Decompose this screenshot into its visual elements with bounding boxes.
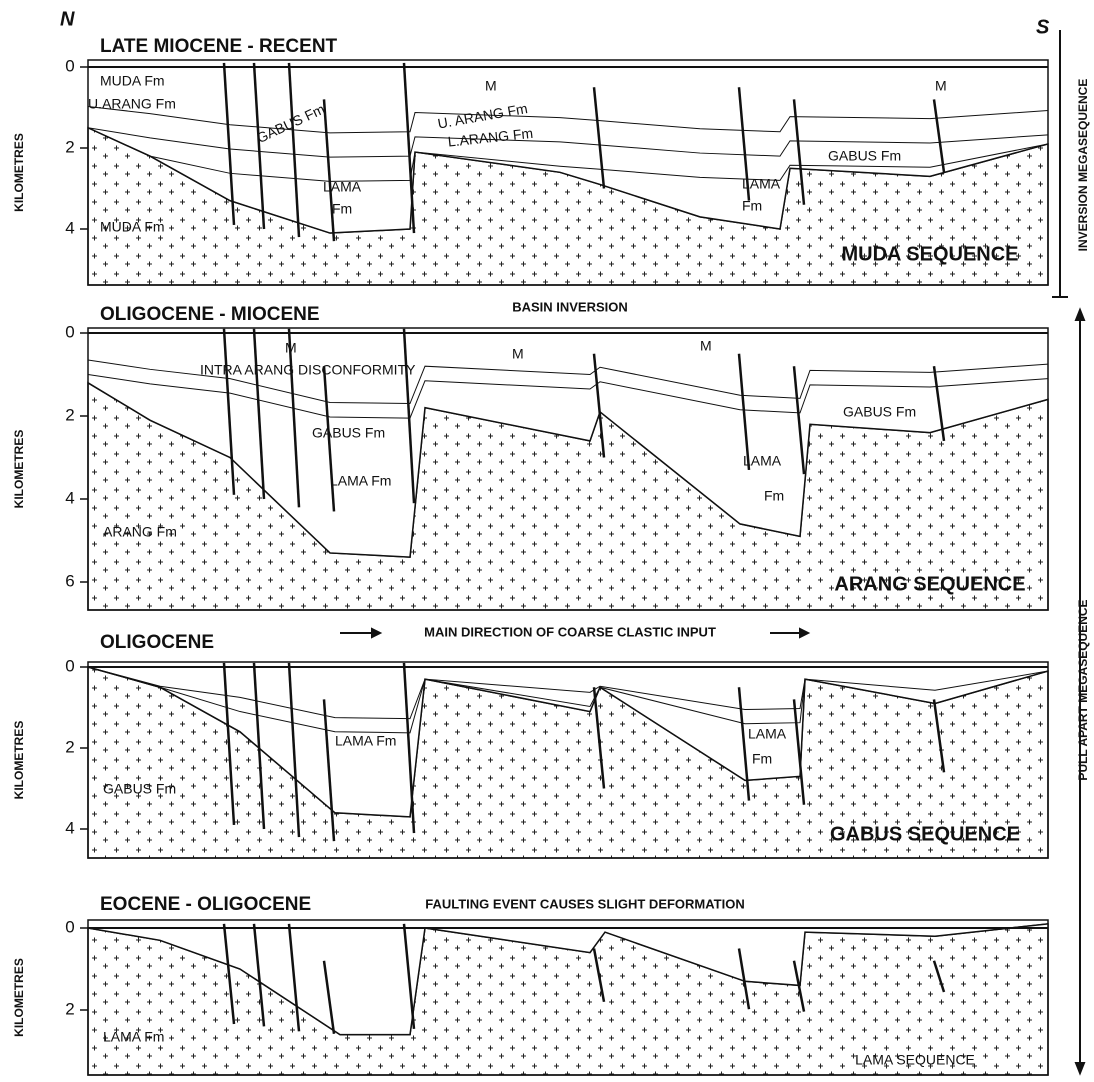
formation-label: M: [935, 78, 947, 94]
inversion-megasequence: INVERSION MEGASEQUENCE: [1076, 79, 1090, 252]
depth-tick-label: 2: [65, 405, 74, 424]
formation-label: LAMA Fm: [330, 473, 391, 489]
formation-label: MUDA Fm: [100, 219, 165, 235]
axis-label: KILOMETRES: [12, 430, 26, 509]
axis-label: KILOMETRES: [12, 958, 26, 1037]
panel-note: FAULTING EVENT CAUSES SLIGHT DEFORMATION: [425, 896, 744, 911]
depth-tick-label: 0: [65, 322, 74, 341]
sequence-label: LAMA SEQUENCE: [855, 1052, 975, 1068]
formation-label: LAMA: [742, 176, 781, 192]
cross-section-diagram: N S INVERSION MEGASEQUENCE PULL APART ME…: [0, 0, 1094, 1082]
formation-label: INTRA ARANG DISCONFORMITY: [200, 362, 416, 378]
formation-label: M: [700, 338, 712, 354]
depth-tick-label: 0: [65, 917, 74, 936]
depth-tick-label: 4: [65, 488, 74, 507]
axis-label: KILOMETRES: [12, 133, 26, 212]
depth-tick-label: 6: [65, 571, 74, 590]
depth-tick-label: 4: [65, 218, 74, 237]
formation-label: GABUS Fm: [312, 425, 385, 441]
section-panel: LATE MIOCENE - RECENT KILOMETRES 0 2 4 MUDA F…: [12, 36, 1048, 285]
formation-label: MUDA Fm: [100, 73, 165, 89]
formation-label: M: [485, 78, 497, 94]
depth-tick-label: 0: [65, 656, 74, 675]
formation-label: Fm: [764, 488, 784, 504]
south-label: S: [1036, 16, 1050, 38]
formation-label: GABUS Fm: [103, 781, 176, 797]
formation-label: Fm: [332, 201, 352, 217]
formation-label: M: [285, 340, 297, 356]
panel-title: LATE MIOCENE - RECENT: [100, 36, 338, 57]
formation-label: LAMA: [743, 453, 782, 469]
panel-title: OLIGOCENE: [100, 632, 214, 653]
depth-tick-label: 2: [65, 999, 74, 1018]
panel-title: EOCENE - OLIGOCENE: [100, 894, 311, 915]
section-panel: OLIGOCENE KILOMETRES 0 2 4 LAMA Fm LAMA Fm GABUS…: [12, 632, 1048, 858]
axis-label: KILOMETRES: [12, 721, 26, 800]
formation-label: U.ARANG Fm: [88, 96, 176, 112]
depth-tick-label: 2: [65, 137, 74, 156]
formation-label: ARANG Fm: [103, 524, 177, 540]
panel-title: OLIGOCENE - MIOCENE: [100, 304, 320, 325]
formation-label: Fm: [742, 198, 762, 214]
formation-label: M: [512, 346, 524, 362]
formation-label: GABUS Fm: [828, 148, 901, 164]
formation-label: GABUS Fm: [843, 404, 916, 420]
section-panel: EOCENE - OLIGOCENE KILOMETRES 0 2 LAMA Fm LAM…: [12, 894, 1048, 1075]
sequence-label: ARANG SEQUENCE: [834, 573, 1025, 595]
depth-tick-label: 0: [65, 56, 74, 75]
sequence-label: GABUS SEQUENCE: [830, 823, 1020, 845]
north-label: N: [60, 8, 75, 30]
formation-label: Fm: [752, 751, 772, 767]
formation-label: LAMA Fm: [103, 1029, 164, 1045]
depth-tick-label: 4: [65, 818, 74, 837]
clastic-input-note: MAIN DIRECTION OF COARSE CLASTIC INPUT: [424, 624, 716, 639]
pull-apart-megasequence: PULL APART MEGASEQUENCE: [1076, 599, 1090, 780]
basin-inversion-note: BASIN INVERSION: [512, 299, 628, 314]
formation-label: LAMA: [323, 179, 362, 195]
formation-label: LAMA Fm: [335, 733, 396, 749]
sequence-label: MUDA SEQUENCE: [841, 243, 1018, 265]
depth-tick-label: 2: [65, 737, 74, 756]
section-panel: OLIGOCENE - MIOCENE KILOMETRES 0 2 4 6 M M M INTR…: [12, 304, 1048, 610]
formation-label: LAMA: [748, 726, 787, 742]
